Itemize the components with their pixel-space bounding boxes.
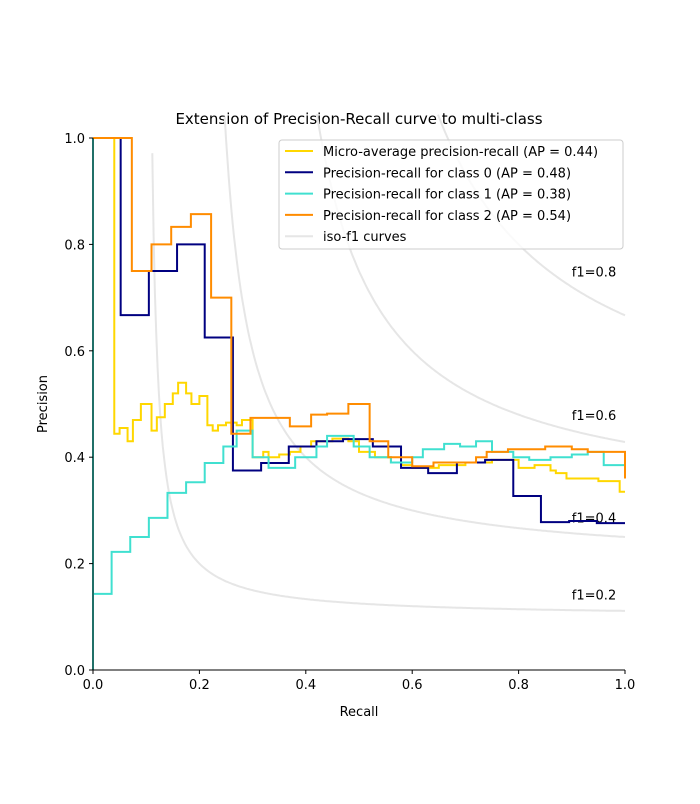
legend-box xyxy=(278,139,624,250)
iso-f1-label: f1=0.6 xyxy=(572,409,616,424)
x-axis-label: Recall xyxy=(340,705,379,720)
y-tick-label: 0.0 xyxy=(64,664,85,679)
legend: Micro-average precision-recall (AP = 0.4… xyxy=(278,139,624,250)
x-tick-label: 0.4 xyxy=(295,678,316,693)
legend-label: Precision-recall for class 2 (AP = 0.54) xyxy=(323,209,571,224)
iso-f1-curve xyxy=(315,114,626,443)
x-tick-label: 0.2 xyxy=(189,678,210,693)
y-tick-label: 0.4 xyxy=(64,451,85,466)
y-axis-label: Precision xyxy=(36,375,51,433)
y-tick-label: 0.2 xyxy=(64,558,85,573)
series-line-3 xyxy=(93,137,626,479)
legend-label: Precision-recall for class 0 (AP = 0.48) xyxy=(323,166,571,181)
legend-label: iso-f1 curves xyxy=(323,230,407,245)
iso-f1-label: f1=0.4 xyxy=(572,512,616,527)
iso-f1-label: f1=0.8 xyxy=(572,265,616,280)
legend-label: Micro-average precision-recall (AP = 0.4… xyxy=(323,145,598,160)
series-line-1 xyxy=(93,137,625,525)
y-tick-label: 1.0 xyxy=(64,132,85,147)
x-tick-label: 0.6 xyxy=(402,678,423,693)
iso-f1-curve xyxy=(151,153,625,612)
axis-ticks: 0.0 0.2 0.4 0.6 0.8 1.0 0.0 0.2 0.4 0.6 0.8 1.0 xyxy=(64,132,635,693)
x-tick-label: 0.0 xyxy=(83,678,104,693)
legend-label: Precision-recall for class 1 (AP = 0.38) xyxy=(323,188,571,203)
series-line-2 xyxy=(92,138,625,670)
y-tick-label: 0.8 xyxy=(64,238,85,253)
x-tick-label: 0.8 xyxy=(508,678,529,693)
x-tick-label: 1.0 xyxy=(615,678,636,693)
y-tick-label: 0.6 xyxy=(64,345,85,360)
iso-f1-curve xyxy=(223,116,626,538)
iso-f1-label: f1=0.2 xyxy=(572,589,616,604)
series-lines xyxy=(92,137,626,670)
chart-title: Extension of Precision-Recall curve to m… xyxy=(175,110,542,128)
